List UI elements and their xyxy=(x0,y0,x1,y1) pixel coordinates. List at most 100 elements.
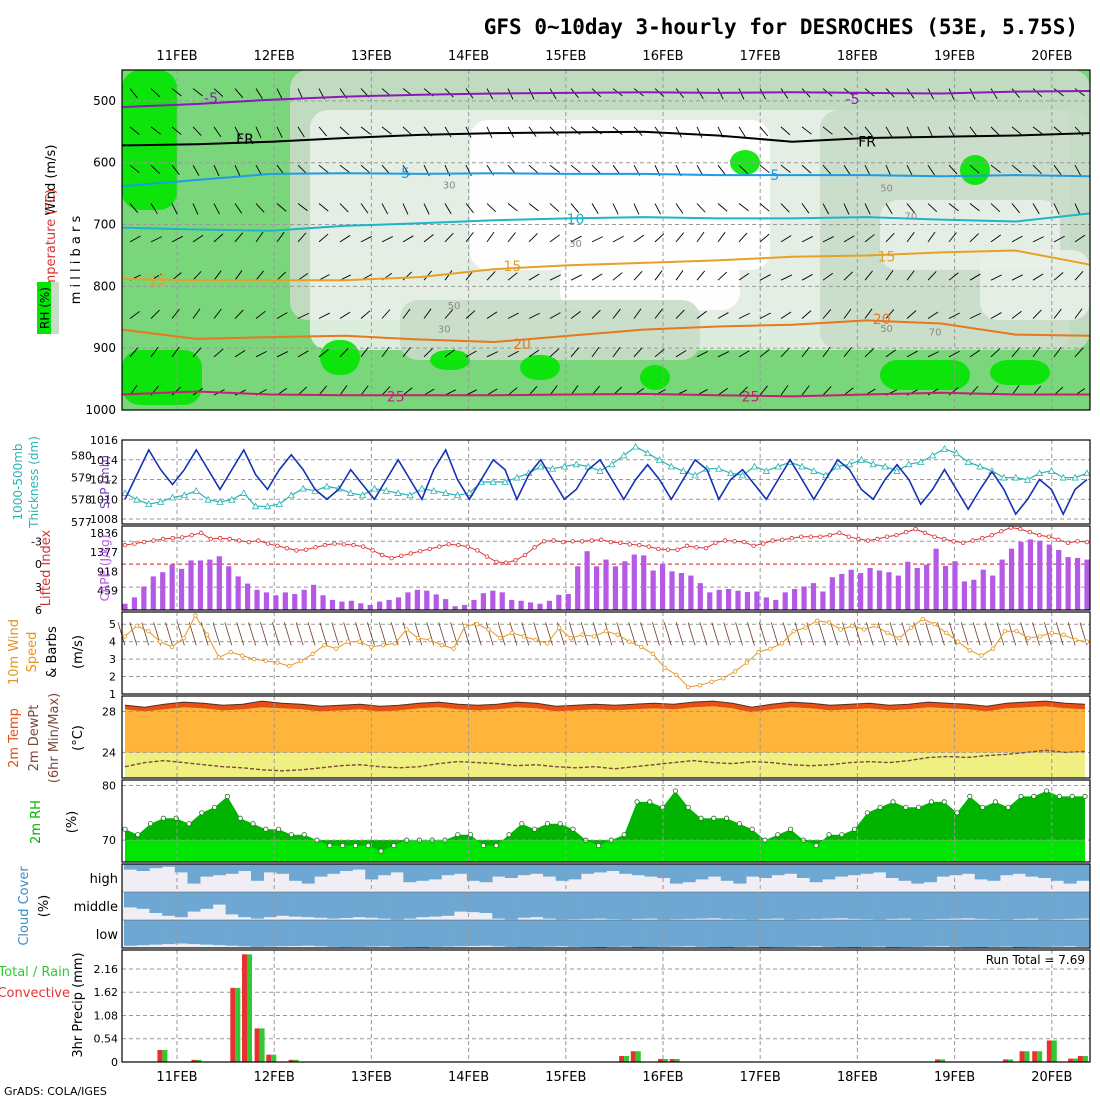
precip-bar-convective xyxy=(241,954,247,1062)
slp-panel-frame xyxy=(121,439,1091,525)
cloud-bar-low xyxy=(238,920,252,947)
thickness-marker xyxy=(750,462,759,470)
rh-marker xyxy=(928,799,935,805)
cape-bar xyxy=(726,589,732,610)
cape-bar xyxy=(386,599,392,610)
wind-barb xyxy=(255,270,264,281)
cloud-bar-middle xyxy=(428,892,442,917)
rh-marker xyxy=(941,799,947,805)
cloud-bar-low xyxy=(124,920,137,946)
wind-barb xyxy=(1032,164,1042,175)
wind-barb xyxy=(780,235,792,243)
cape-bar xyxy=(659,563,666,610)
wind-barb xyxy=(276,126,283,138)
cape-bar xyxy=(1046,544,1052,610)
rh-marker xyxy=(519,821,525,827)
lifted-index-marker xyxy=(170,536,175,541)
rh-tick-label: 80 xyxy=(102,779,116,792)
rh-marker xyxy=(557,821,563,827)
isotherm-label: 20 xyxy=(873,312,891,328)
wind-barb xyxy=(675,203,684,214)
rh-marker xyxy=(570,826,576,832)
rh-marker xyxy=(890,799,896,805)
x-tick-label-bottom: 15FEB xyxy=(545,1070,586,1085)
wind-barb-10m xyxy=(367,622,375,646)
wind-barb xyxy=(717,88,724,100)
cloud-bar-low xyxy=(416,920,430,948)
cape-bar xyxy=(1027,539,1034,610)
wind-barb xyxy=(318,164,329,174)
cloud-bar-high xyxy=(682,864,696,883)
thickness-marker xyxy=(168,493,177,501)
cloud-bar-low xyxy=(974,920,988,948)
cape-bar xyxy=(169,564,175,610)
wind-barb xyxy=(234,88,244,98)
wind-speed-marker xyxy=(850,623,855,629)
wind-barb xyxy=(1074,347,1084,358)
axis-title: 10m Wind xyxy=(7,619,22,685)
lifted-index-marker xyxy=(560,539,566,545)
thickness-marker xyxy=(287,491,295,499)
cape-bar xyxy=(311,584,317,610)
cloud-level-label: low xyxy=(96,928,119,943)
cape-bar xyxy=(414,589,420,610)
wind-barb-10m xyxy=(141,622,150,646)
wind-barb xyxy=(822,126,833,135)
wind-barb xyxy=(801,274,813,281)
rh-marker xyxy=(378,848,384,854)
wind-barb xyxy=(549,126,559,136)
cape-bar xyxy=(235,576,241,610)
cloud-bar-high xyxy=(796,864,810,878)
axis-title: Speed xyxy=(25,632,40,673)
wind-barb xyxy=(381,386,391,396)
cloud-bar-low xyxy=(314,920,328,947)
x-tick-label-top: 16FEB xyxy=(642,49,683,64)
wind-barb xyxy=(360,236,372,243)
thickness-marker xyxy=(833,462,842,470)
lifted-index-marker xyxy=(408,551,413,556)
cloud-bar-middle xyxy=(136,892,150,909)
wind-barb-10m xyxy=(236,622,245,646)
wind-barb-10m xyxy=(402,622,411,646)
cloud-bar-low xyxy=(492,920,506,947)
rh-marker xyxy=(173,815,179,821)
thickness-marker xyxy=(798,462,806,470)
x-tick-label-bottom: 18FEB xyxy=(837,1070,878,1085)
wind-speed-marker xyxy=(451,646,456,651)
wind-barb xyxy=(759,274,771,281)
thickness-marker xyxy=(501,478,509,485)
wind-speed-marker xyxy=(779,641,785,646)
lifted-index-marker xyxy=(198,530,204,536)
cloud-bar-low xyxy=(923,920,937,947)
rh-marker xyxy=(621,832,627,838)
precip-bar-convective xyxy=(1068,1058,1074,1062)
wind-speed-marker xyxy=(967,648,972,653)
wind-barb xyxy=(780,347,790,358)
lifted-index-marker xyxy=(951,539,956,544)
cape-bar xyxy=(603,559,609,610)
cloud-bar-high xyxy=(289,864,303,881)
wind-barb xyxy=(738,88,745,100)
wind-speed-marker xyxy=(416,635,421,641)
wind-speed-marker xyxy=(345,639,351,644)
cloud-bar-low xyxy=(606,920,620,947)
cape-bar xyxy=(348,600,354,610)
wind-barb xyxy=(381,126,392,135)
lifted-index-marker xyxy=(237,538,242,543)
wind-barb xyxy=(801,126,812,135)
thickness-marker xyxy=(1047,467,1056,474)
rh-marker xyxy=(237,815,243,821)
rh-marker xyxy=(595,842,602,849)
cloud-bar-high xyxy=(619,864,633,874)
wind-barb-10m xyxy=(735,622,743,646)
wind-speed-marker xyxy=(732,669,738,674)
wind-barb xyxy=(780,164,791,173)
wind-barb xyxy=(591,203,599,214)
thickness-marker xyxy=(537,462,545,470)
wind-barb xyxy=(171,308,180,319)
precip-tick-label: 2.16 xyxy=(94,963,119,976)
cloud-bar-low xyxy=(276,920,290,947)
axis-title-text: (%) xyxy=(65,811,80,834)
wind-barb-10m xyxy=(960,622,969,646)
rh-marker xyxy=(480,842,486,849)
